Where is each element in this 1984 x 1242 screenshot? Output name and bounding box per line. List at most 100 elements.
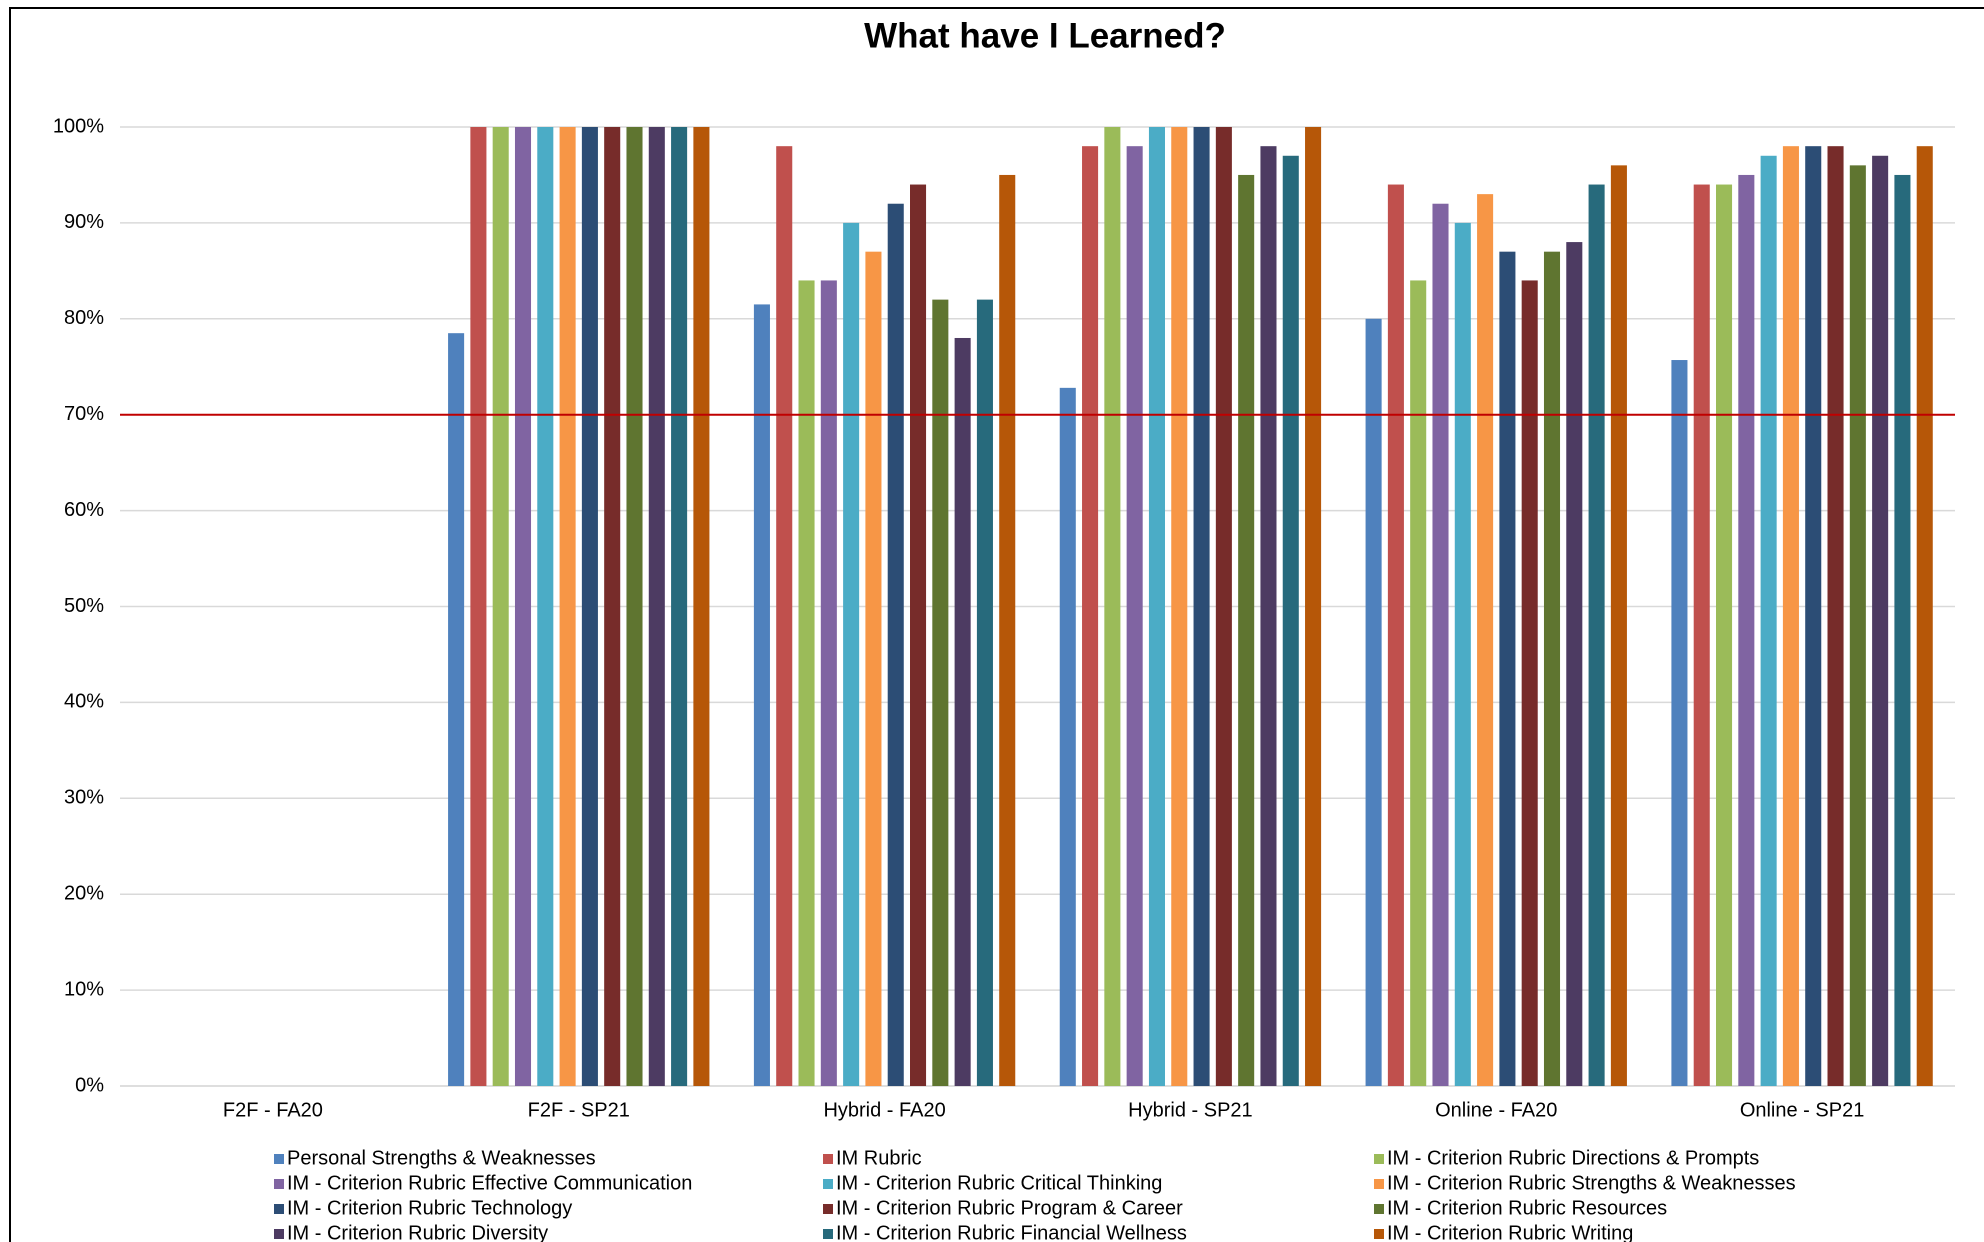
bar (1849, 165, 1866, 1087)
bar (1171, 127, 1188, 1086)
legend-label: IM - Criterion Rubric Technology (287, 1197, 572, 1219)
bar (1104, 127, 1121, 1086)
bar (1477, 194, 1494, 1086)
legend-label: IM - Criterion Rubric Critical Thinking (836, 1172, 1162, 1194)
bar (1215, 127, 1232, 1086)
legend-swatch (1374, 1229, 1384, 1239)
bar (1305, 127, 1322, 1086)
bar (1894, 174, 1911, 1086)
bar (1782, 146, 1799, 1086)
x-tick-label: F2F - FA20 (223, 1099, 323, 1121)
chart-border (9, 7, 1984, 1242)
x-tick-label: Hybrid - SP21 (1128, 1099, 1253, 1121)
bar (1193, 127, 1210, 1086)
y-tick-label: 80% (64, 307, 104, 329)
bar (1671, 360, 1688, 1086)
bar (604, 127, 621, 1086)
y-tick-label: 90% (64, 211, 104, 233)
bar (1238, 174, 1255, 1086)
legend-swatch (823, 1154, 833, 1164)
legend-label: IM - Criterion Rubric Diversity (287, 1222, 548, 1242)
bar (976, 299, 993, 1086)
legend-swatch (274, 1204, 284, 1214)
bar (910, 184, 927, 1087)
legend-label: IM Rubric (836, 1147, 922, 1169)
y-tick-label: 30% (64, 787, 104, 809)
bar (693, 127, 710, 1086)
x-tick-label: Online - FA20 (1435, 1099, 1557, 1121)
bar (1827, 146, 1844, 1086)
bar (1365, 318, 1382, 1086)
bar (1432, 203, 1449, 1087)
bar (1716, 184, 1733, 1087)
bar (1282, 155, 1299, 1086)
y-tick-label: 70% (64, 403, 104, 425)
bar (626, 127, 643, 1086)
bar (1082, 146, 1099, 1086)
chart-title: What have I Learned? (864, 16, 1226, 55)
bar (448, 333, 465, 1086)
legend-swatch (823, 1204, 833, 1214)
bar (537, 127, 554, 1086)
legend-label: IM - Criterion Rubric Resources (1387, 1197, 1667, 1219)
bar (932, 299, 949, 1086)
x-tick-label: Online - SP21 (1740, 1099, 1865, 1121)
bar (1566, 242, 1583, 1086)
legend-label: Personal Strengths & Weaknesses (287, 1147, 596, 1169)
bar (753, 304, 770, 1086)
legend-swatch (1374, 1179, 1384, 1189)
bar (1588, 184, 1605, 1087)
x-tick-label: Hybrid - FA20 (823, 1099, 945, 1121)
bar (1760, 155, 1777, 1086)
bar (1387, 184, 1404, 1087)
y-tick-label: 20% (64, 882, 104, 904)
bar (648, 127, 665, 1086)
y-tick-label: 10% (64, 978, 104, 1000)
bar (1805, 146, 1822, 1086)
legend-swatch (274, 1154, 284, 1164)
bar (999, 174, 1016, 1086)
y-tick-label: 40% (64, 691, 104, 713)
bar (1148, 127, 1165, 1086)
legend-label: IM - Criterion Rubric Program & Career (836, 1197, 1183, 1219)
bar (887, 203, 904, 1087)
legend-swatch (274, 1229, 284, 1239)
y-tick-label: 60% (64, 499, 104, 521)
y-tick-label: 100% (53, 115, 104, 137)
bar (820, 280, 837, 1086)
bar (1410, 280, 1427, 1086)
legend-label: IM - Criterion Rubric Writing (1387, 1222, 1633, 1242)
bar (1543, 251, 1561, 1087)
bar (470, 127, 487, 1086)
bar (1872, 155, 1889, 1086)
bar (1521, 280, 1538, 1086)
bar (1693, 184, 1710, 1087)
bar (1454, 222, 1471, 1086)
bar (1610, 165, 1627, 1087)
bar (581, 127, 598, 1086)
bar (776, 146, 793, 1086)
bar (1260, 146, 1277, 1086)
bar (559, 127, 576, 1086)
x-tick-label: F2F - SP21 (528, 1099, 630, 1121)
bar (843, 222, 860, 1086)
bar (1126, 146, 1143, 1086)
bar (671, 127, 688, 1086)
legend-label: IM - Criterion Rubric Strengths & Weakne… (1387, 1172, 1796, 1194)
y-tick-label: 0% (75, 1074, 104, 1096)
bar (492, 127, 509, 1086)
bar (1738, 174, 1755, 1086)
legend-swatch (1374, 1204, 1384, 1214)
legend-swatch (823, 1179, 833, 1189)
legend-swatch (274, 1179, 284, 1189)
legend-label: IM - Criterion Rubric Financial Wellness (836, 1222, 1187, 1242)
bar (1059, 387, 1076, 1086)
bar (1916, 146, 1933, 1086)
y-tick-label: 50% (64, 595, 104, 617)
legend-swatch (823, 1229, 833, 1239)
bar (1499, 251, 1516, 1087)
bar (798, 280, 815, 1086)
bar (865, 251, 882, 1087)
legend-label: IM - Criterion Rubric Directions & Promp… (1387, 1147, 1759, 1169)
